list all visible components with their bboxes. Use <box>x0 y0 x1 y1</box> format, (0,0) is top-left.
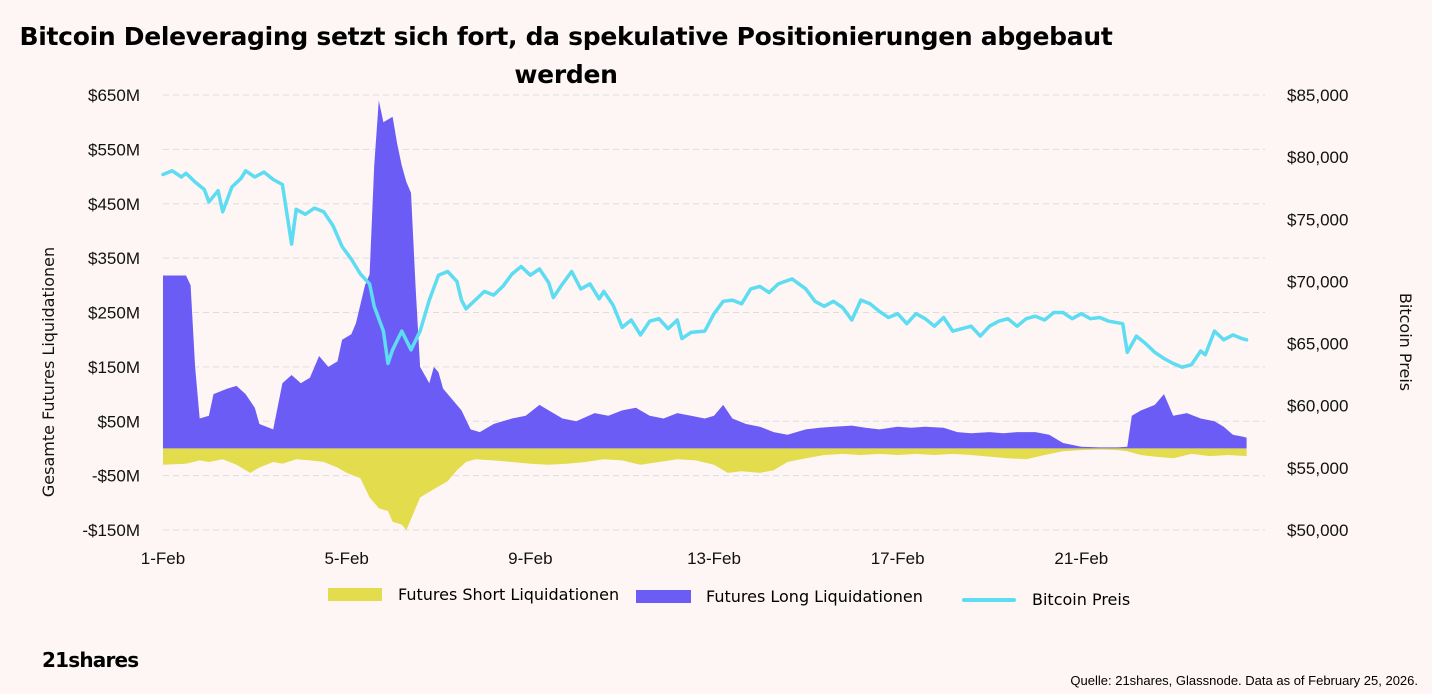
right-tick-label: $75,000 <box>1287 210 1348 229</box>
x-axis-ticks: 1-Feb 5-Feb 9-Feb 13-Feb 17-Feb 21-Feb <box>141 549 1108 568</box>
left-tick-label: -$150M <box>82 521 140 540</box>
left-tick-label: $450M <box>88 195 140 214</box>
legend-long: Futures Long Liquidationen <box>636 587 923 606</box>
brand-logo: 21shares <box>42 648 139 672</box>
right-tick-label: $55,000 <box>1287 459 1348 478</box>
right-tick-label: $70,000 <box>1287 272 1348 291</box>
x-tick-label: 13-Feb <box>687 549 741 568</box>
left-tick-label: $550M <box>88 140 140 159</box>
legend-price: Bitcoin Preis <box>962 590 1130 609</box>
right-tick-label: $85,000 <box>1287 86 1348 105</box>
left-axis-title: Gesamte Futures Liquidationen <box>39 247 58 497</box>
right-axis-title: Bitcoin Preis <box>1396 293 1415 391</box>
legend-short: Futures Short Liquidationen <box>328 585 619 604</box>
legend-swatch-long <box>636 590 691 603</box>
right-tick-label: $65,000 <box>1287 335 1348 354</box>
legend-swatch-short <box>328 588 382 601</box>
long-series-layer <box>163 100 1247 449</box>
legend-label-price: Bitcoin Preis <box>1032 590 1131 609</box>
right-axis-ticks: $85,000 $80,000 $75,000 $70,000 $65,000 $60,0… <box>1287 86 1348 540</box>
chart-title-line-1: Bitcoin Deleveraging setzt sich fort, da… <box>19 22 1113 51</box>
x-tick-label: 5-Feb <box>324 549 368 568</box>
x-tick-label: 21-Feb <box>1054 549 1108 568</box>
long-liquidations-area <box>163 100 1247 449</box>
right-tick-label: $50,000 <box>1287 521 1348 540</box>
right-tick-label: $60,000 <box>1287 397 1348 416</box>
bitcoin-price-line <box>161 169 1249 369</box>
left-tick-label: $150M <box>88 358 140 377</box>
legend-label-short: Futures Short Liquidationen <box>398 585 620 604</box>
x-tick-label: 1-Feb <box>141 549 185 568</box>
price-series-layer <box>161 169 1249 369</box>
short-liquidations-area <box>163 448 1247 530</box>
legend-label-long: Futures Long Liquidationen <box>706 587 923 606</box>
source-note: Quelle: 21shares, Glassnode. Data as of … <box>1070 673 1418 688</box>
x-tick-label: 9-Feb <box>508 549 552 568</box>
left-tick-label: $350M <box>88 249 140 268</box>
short-series-layer <box>163 448 1247 530</box>
chart-title-line-2: werden <box>514 60 618 89</box>
x-tick-label: 17-Feb <box>871 549 925 568</box>
right-tick-label: $80,000 <box>1287 148 1348 167</box>
left-tick-label: $250M <box>88 304 140 323</box>
legend-swatch-price <box>962 597 1016 602</box>
left-tick-label: $50M <box>97 412 140 431</box>
left-axis-ticks: $650M $550M $450M $350M $250M $150M $50M -$50M -… <box>82 86 140 540</box>
left-tick-label: -$50M <box>92 467 140 486</box>
left-tick-label: $650M <box>88 86 140 105</box>
